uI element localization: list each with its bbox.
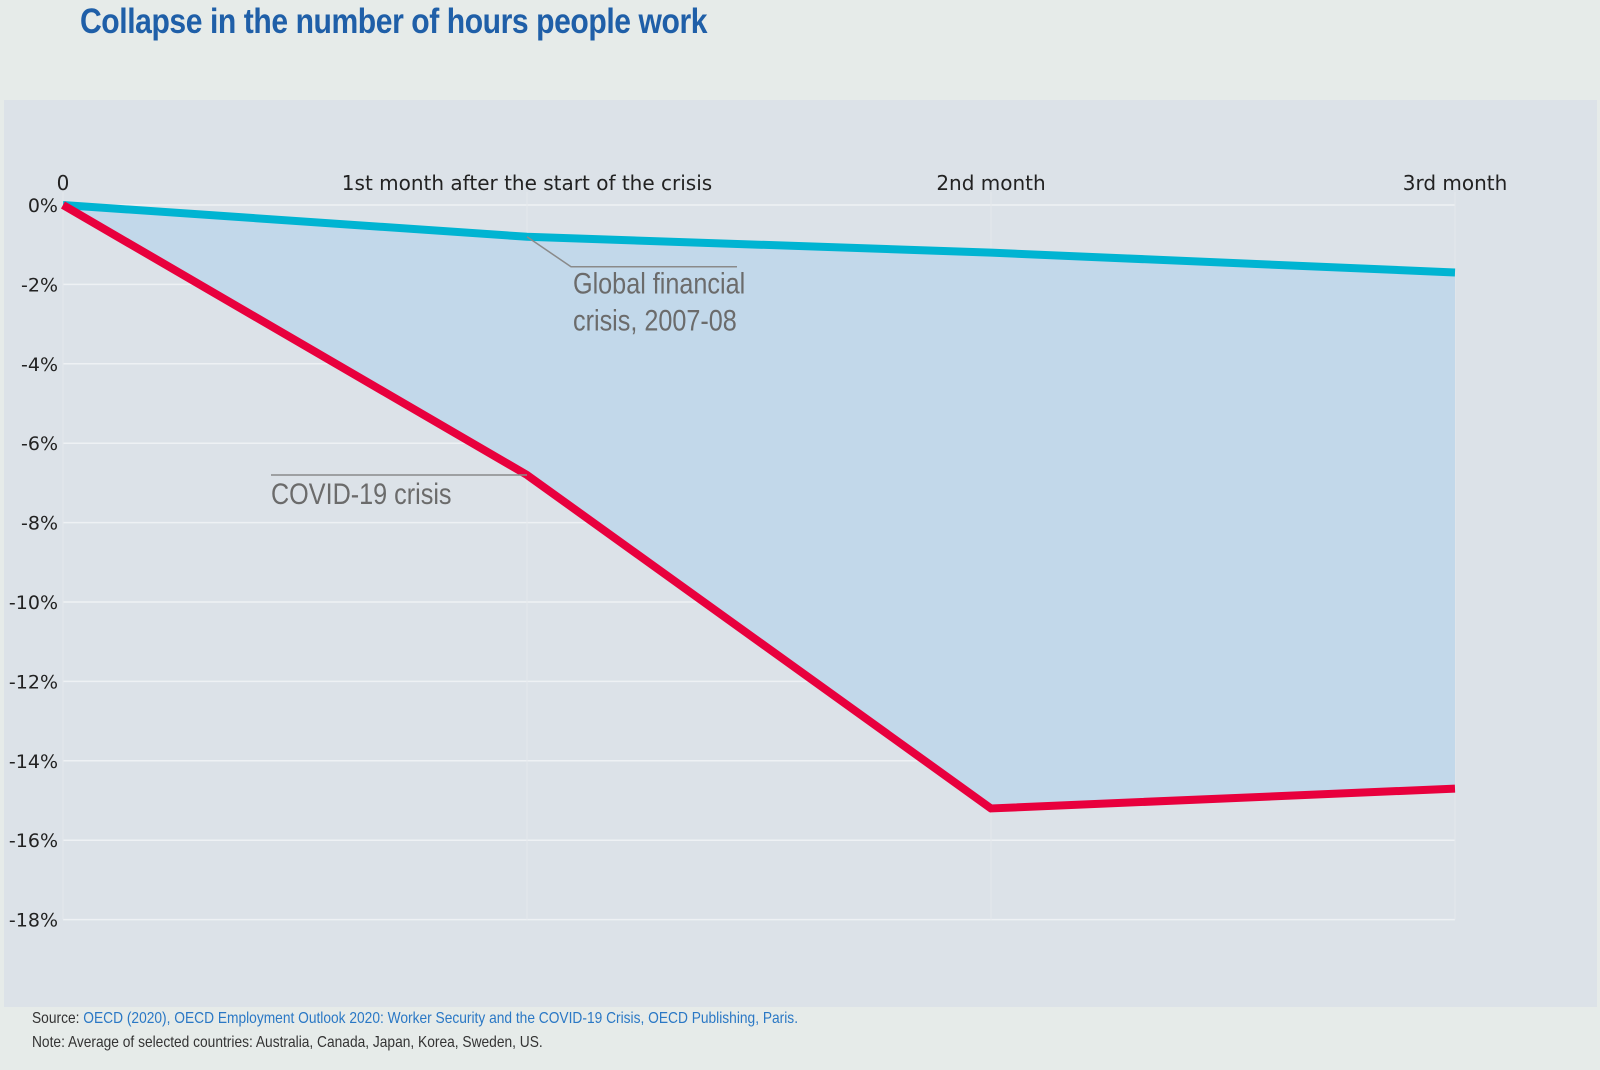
y-tick-label: -16% (9, 830, 58, 852)
source-line: Source: OECD (2020), OECD Employment Out… (32, 1010, 798, 1028)
covid-series-line (60, 201, 1456, 813)
y-tick-label: -6% (21, 433, 58, 455)
shaded-area (63, 205, 1455, 809)
area-between-series (63, 205, 1455, 809)
y-tick-labels: 0% -2% -4% -6% -8% -10% -12% -14% -16% -18% (9, 195, 58, 932)
gfc-leader-line (526, 236, 737, 268)
y-tick-label: -4% (21, 354, 58, 376)
gfc-annotation-line1: Global financial (573, 267, 745, 301)
chart-title: Collapse in the number of hours people w… (80, 2, 708, 41)
y-tick-label: -8% (21, 513, 58, 535)
x-tick-label: 0 (57, 171, 70, 195)
y-tick-label: 0% (28, 195, 58, 217)
y-tick-label: -2% (21, 274, 58, 296)
x-tick-label: 1st month after the start of the crisis (342, 171, 712, 195)
y-tick-label: -14% (9, 751, 58, 773)
y-tick-label: -10% (9, 592, 58, 614)
gfc-annotation-line2: crisis, 2007-08 (573, 304, 737, 338)
gfc-series-line (62, 201, 1456, 277)
y-tick-label: -12% (9, 671, 58, 693)
covid-annotation: COVID-19 crisis (271, 477, 452, 511)
series-lines (60, 201, 1456, 813)
y-tick-label: -18% (9, 910, 58, 932)
source-label: Source: (32, 1010, 80, 1027)
source-link[interactable]: OECD (2020), OECD Employment Outlook 202… (83, 1010, 799, 1027)
x-tick-label: 3rd month (1403, 171, 1508, 195)
x-tick-labels: 0 1st month after the start of the crisis… (57, 171, 1508, 195)
note-line: Note: Average of selected countries: Aus… (32, 1034, 543, 1051)
x-tick-label: 2nd month (936, 171, 1045, 195)
